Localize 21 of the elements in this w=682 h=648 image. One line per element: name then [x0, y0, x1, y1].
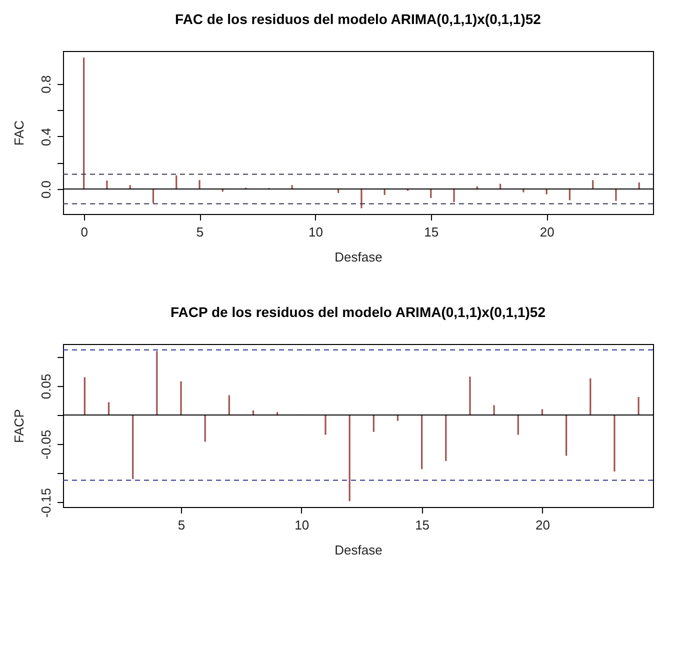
x-tick-label: 10	[294, 518, 310, 532]
x-tick-label: 5	[178, 518, 186, 532]
x-tick-label: 10	[308, 224, 323, 240]
x-tick-label: 15	[424, 224, 439, 240]
y-tick-label: -0.15	[38, 488, 54, 518]
x-axis-title: Desfase	[334, 250, 382, 264]
x-tick-label: 0	[80, 224, 88, 240]
y-axis-title: FACP	[12, 409, 26, 443]
y-tick-label: 0.4	[38, 128, 54, 146]
x-tick-label: 20	[540, 224, 554, 240]
y-tick-label: 0.0	[38, 180, 54, 199]
x-tick-label: 20	[535, 518, 550, 532]
chart-title: FACP de los residuos del modelo ARIMA(0,1,1)x(0,1,1)52	[170, 304, 546, 320]
y-axis-title: FAC	[12, 120, 26, 146]
chart-title: FAC de los residuos del modelo ARIMA(0,1,1)x(0,1,1)52	[175, 11, 542, 27]
x-tick-label: 15	[415, 518, 430, 532]
x-axis-title: Desfase	[334, 542, 382, 558]
y-tick-label: 0.8	[38, 75, 54, 94]
y-tick-label: 0.05	[38, 374, 54, 400]
x-tick-label: 5	[196, 224, 204, 240]
y-tick-label: -0.05	[38, 430, 54, 460]
